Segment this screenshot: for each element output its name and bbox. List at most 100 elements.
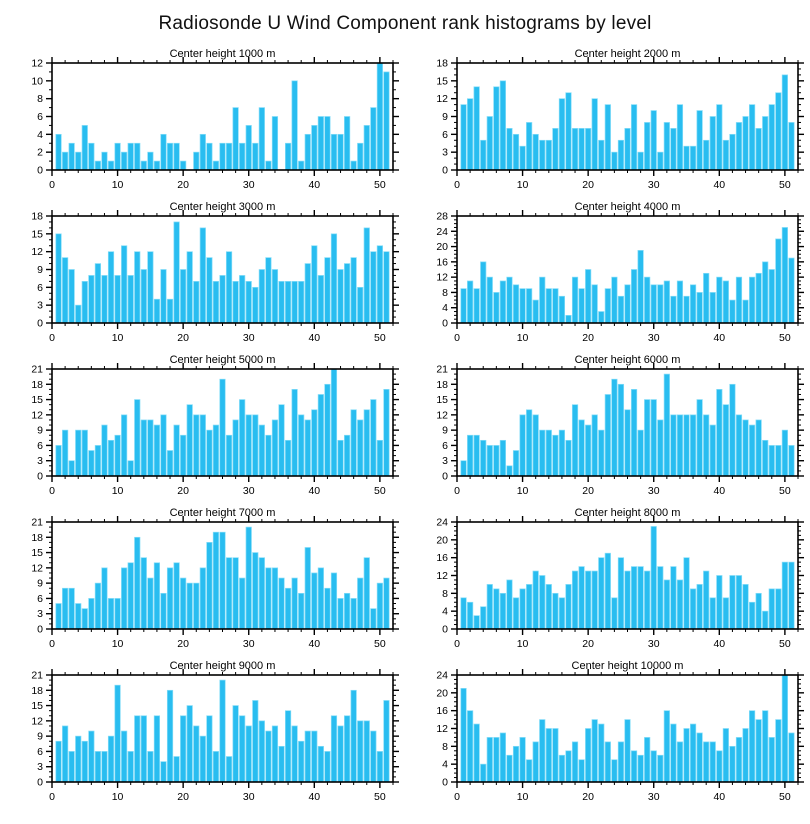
y-tick-label: 12: [31, 715, 43, 727]
histogram-bar: [383, 71, 390, 171]
histogram-bar: [212, 751, 220, 783]
histogram-bar: [709, 116, 716, 171]
histogram-bar: [212, 281, 220, 324]
histogram-bar: [173, 221, 180, 324]
histogram-bar: [219, 275, 226, 324]
y-tick-label: 24: [436, 517, 448, 529]
histogram-bar: [571, 570, 579, 630]
y-tick-label: 16: [436, 256, 448, 268]
histogram-bar: [127, 275, 134, 324]
histogram-bar: [598, 139, 605, 171]
x-tick-label: 40: [713, 179, 725, 191]
histogram-bar: [598, 557, 605, 630]
histogram-bar: [350, 689, 357, 783]
x-tick-label: 40: [308, 638, 320, 650]
histogram-bar: [637, 151, 644, 171]
histogram-bar: [506, 579, 513, 630]
histogram-bar: [565, 92, 572, 171]
histogram-bar: [271, 269, 279, 324]
histogram-bar: [644, 570, 651, 630]
histogram-bar: [252, 552, 259, 630]
histogram-bar: [585, 128, 592, 171]
histogram-bar: [147, 751, 154, 783]
x-tick-label: 50: [374, 332, 386, 344]
y-tick-label: 4: [37, 129, 43, 141]
y-tick-label: 12: [436, 272, 448, 284]
histogram-bar: [657, 566, 664, 630]
histogram-bar: [611, 276, 618, 324]
histogram-bar: [526, 288, 533, 324]
histogram-bar: [696, 399, 703, 477]
histogram-bar: [363, 557, 370, 630]
y-tick-label: 20: [436, 241, 448, 253]
histogram-bar: [153, 298, 161, 324]
histogram-bar: [147, 577, 154, 630]
histogram-bar: [545, 139, 552, 171]
histogram-bar: [166, 567, 174, 630]
histogram-bar: [690, 723, 697, 783]
histogram-bar: [337, 725, 344, 783]
histogram-bar: [75, 603, 82, 630]
histogram-bar: [578, 759, 585, 783]
histogram-bar: [107, 251, 115, 324]
histogram-bar: [716, 750, 723, 783]
histogram-bar: [657, 284, 664, 324]
histogram-bar: [383, 251, 390, 324]
histogram-bar: [585, 570, 592, 630]
histogram-bar: [311, 409, 318, 477]
histogram-bar: [742, 419, 749, 477]
y-tick-label: 9: [37, 731, 43, 743]
y-tick-label: 12: [436, 723, 448, 735]
histogram-bar: [298, 281, 305, 324]
y-tick-label: 15: [31, 700, 43, 712]
y-tick-label: 3: [442, 147, 448, 159]
x-tick-label: 0: [49, 638, 55, 650]
histogram-bar: [324, 587, 331, 630]
histogram-bar: [55, 740, 62, 783]
histogram-bar: [591, 414, 598, 477]
histogram-bar: [749, 601, 756, 630]
histogram-bar: [650, 750, 657, 783]
histogram-bar: [94, 160, 101, 171]
y-tick-label: 8: [442, 588, 448, 600]
histogram-bar: [467, 98, 474, 171]
histogram-bar: [166, 450, 174, 477]
histogram-bar: [153, 424, 161, 477]
histogram-bar: [127, 142, 134, 171]
histogram-bar: [749, 276, 756, 324]
y-tick-label: 0: [37, 165, 43, 177]
histogram-bar: [552, 434, 559, 477]
x-tick-label: 20: [582, 791, 594, 803]
histogram-bar: [624, 284, 631, 324]
rank-histogram-6: Center height 6000 m 0 10 20 30 40 50 0 3 6 9 12 15 1…: [436, 354, 804, 497]
histogram-bar: [480, 261, 487, 324]
histogram-bar: [788, 561, 795, 630]
histogram-bar: [225, 142, 233, 171]
histogram-bar: [630, 566, 638, 630]
x-tick-label: 0: [454, 485, 460, 497]
histogram-bar: [703, 741, 710, 783]
histogram-bar: [644, 122, 651, 171]
histogram-bar: [206, 429, 213, 477]
histogram-bar: [140, 419, 147, 477]
histogram-bar: [199, 227, 206, 324]
y-tick-label: 8: [442, 287, 448, 299]
histogram-bar: [735, 276, 743, 324]
histogram-bar: [532, 414, 539, 477]
histogram-bar: [467, 434, 474, 477]
histogram-bar: [370, 251, 377, 324]
histogram-bar: [232, 107, 239, 171]
histogram-bar: [486, 116, 493, 171]
histogram-bar: [690, 284, 697, 324]
histogram-bar: [650, 399, 657, 477]
histogram-bar: [755, 272, 762, 324]
histogram-bar: [578, 419, 585, 477]
histogram-bar: [55, 603, 62, 630]
histogram-bar: [755, 719, 762, 783]
y-tick-label: 0: [442, 471, 448, 483]
histogram-bar: [663, 280, 670, 324]
histogram-bar: [506, 276, 513, 324]
histogram-bar: [493, 588, 500, 630]
histogram-bar: [127, 562, 134, 630]
